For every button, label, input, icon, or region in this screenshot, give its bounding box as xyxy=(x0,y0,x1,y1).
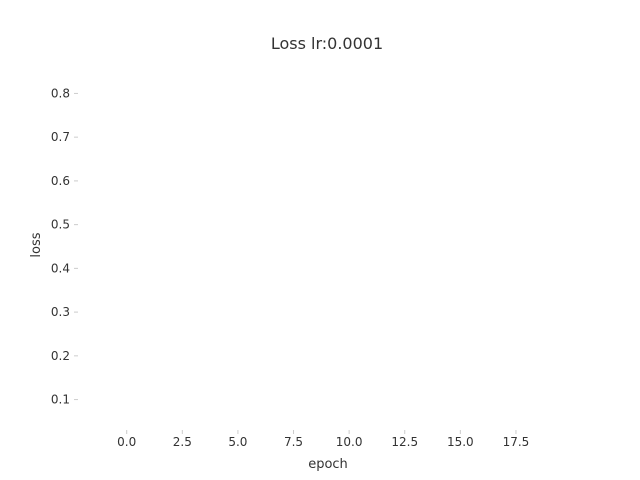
y-tick-label: 0.2 xyxy=(51,349,70,363)
x-tick-label: 15.0 xyxy=(447,435,474,449)
chart-title: Loss lr:0.0001 xyxy=(271,34,383,53)
plot-area: 0.1 0.2 0.3 0.4 0.5 0.6 0.7 0.8 0.0 2.5 5.0 7.5 10.… xyxy=(51,86,529,449)
x-tick-label: 12.5 xyxy=(391,435,418,449)
y-tick-label: 0.5 xyxy=(51,218,70,232)
y-axis-ticks: 0.1 0.2 0.3 0.4 0.5 0.6 0.7 0.8 xyxy=(51,86,78,407)
y-tick-label: 0.4 xyxy=(51,261,70,275)
x-tick-label: 2.5 xyxy=(173,435,192,449)
x-tick-label: 0.0 xyxy=(117,435,136,449)
x-tick-label: 7.5 xyxy=(284,435,303,449)
x-tick-label: 17.5 xyxy=(503,435,530,449)
x-tick-label: 5.0 xyxy=(228,435,247,449)
x-tick-label: 10.0 xyxy=(336,435,363,449)
x-axis-ticks: 0.0 2.5 5.0 7.5 10.0 12.5 15.0 17.5 xyxy=(117,430,529,449)
y-tick-label: 0.8 xyxy=(51,86,70,100)
y-tick-label: 0.7 xyxy=(51,130,70,144)
x-axis-label: epoch xyxy=(308,457,348,472)
y-tick-label: 0.6 xyxy=(51,174,70,188)
y-tick-label: 0.3 xyxy=(51,305,70,319)
y-axis-label: loss xyxy=(29,232,44,257)
y-tick-label: 0.1 xyxy=(51,393,70,407)
